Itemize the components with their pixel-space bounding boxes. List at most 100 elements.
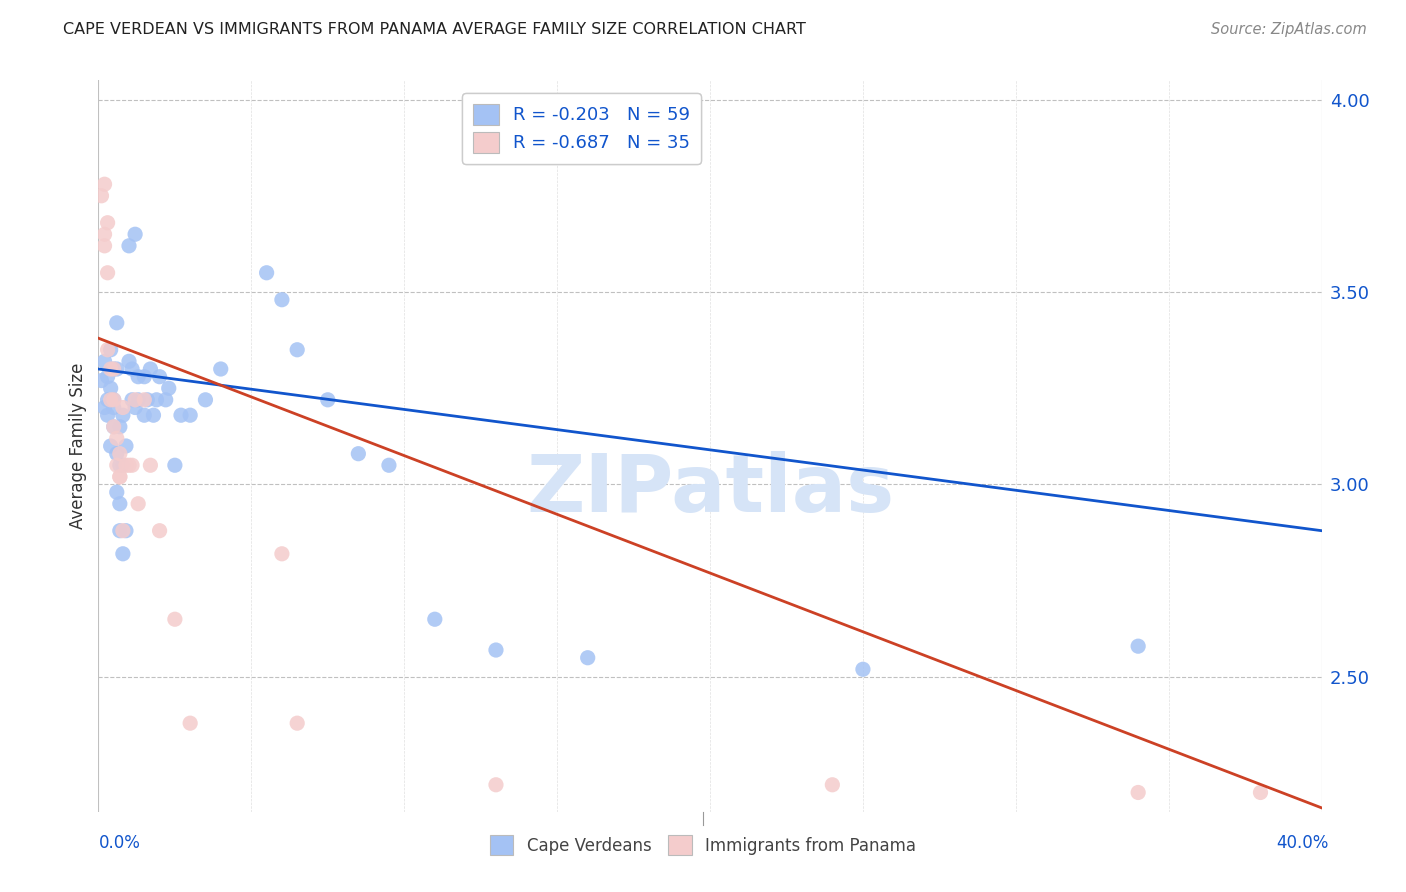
Text: 40.0%: 40.0%: [1277, 834, 1329, 852]
Point: [378, 458, 401, 473]
Point: [136, 392, 159, 407]
Point: [852, 662, 875, 676]
Point: [108, 497, 131, 511]
Point: [423, 612, 446, 626]
Point: [149, 524, 172, 538]
Point: [111, 458, 134, 473]
Point: [100, 392, 122, 407]
Point: [256, 266, 278, 280]
Point: [100, 439, 122, 453]
Point: [179, 716, 201, 731]
Point: [108, 470, 131, 484]
Point: [127, 392, 149, 407]
Point: [103, 362, 125, 376]
Point: [124, 392, 146, 407]
Point: [1249, 785, 1271, 799]
Point: [93, 401, 115, 415]
Point: [97, 369, 120, 384]
Point: [108, 447, 131, 461]
Point: [118, 458, 141, 473]
Point: [97, 266, 120, 280]
Point: [108, 524, 131, 538]
Point: [118, 354, 141, 368]
Point: [127, 497, 149, 511]
Point: [103, 419, 125, 434]
Point: [105, 485, 128, 500]
Point: [145, 392, 167, 407]
Point: [1128, 639, 1150, 653]
Point: [1128, 785, 1150, 799]
Point: [821, 778, 844, 792]
Legend: Cape Verdeans, Immigrants from Panama: Cape Verdeans, Immigrants from Panama: [484, 829, 922, 862]
Point: [103, 401, 125, 415]
Text: ZIPatlas: ZIPatlas: [526, 450, 894, 529]
Point: [100, 343, 122, 357]
Point: [97, 392, 120, 407]
Point: [111, 524, 134, 538]
Point: [100, 362, 122, 376]
Point: [179, 408, 201, 422]
Point: [111, 547, 134, 561]
Text: 0.0%: 0.0%: [98, 834, 141, 852]
Point: [134, 392, 156, 407]
Text: Source: ZipAtlas.com: Source: ZipAtlas.com: [1211, 22, 1367, 37]
Point: [285, 343, 308, 357]
Point: [97, 216, 120, 230]
Point: [100, 381, 122, 395]
Point: [108, 458, 131, 473]
Point: [93, 239, 115, 253]
Point: [576, 650, 599, 665]
Point: [111, 401, 134, 415]
Point: [270, 293, 292, 307]
Point: [139, 458, 162, 473]
Point: [115, 439, 138, 453]
Point: [139, 362, 162, 376]
Point: [149, 369, 172, 384]
Point: [115, 458, 138, 473]
Point: [105, 362, 128, 376]
Point: [347, 447, 370, 461]
Point: [170, 408, 193, 422]
Point: [105, 458, 128, 473]
Point: [124, 227, 146, 242]
Point: [103, 419, 125, 434]
Point: [118, 239, 141, 253]
Point: [142, 408, 165, 422]
Point: [157, 381, 180, 395]
Point: [108, 470, 131, 484]
Point: [134, 369, 156, 384]
Point: [121, 362, 143, 376]
Point: [111, 408, 134, 422]
Point: [155, 392, 177, 407]
Point: [90, 188, 112, 202]
Point: [103, 392, 125, 407]
Point: [316, 392, 339, 407]
Text: CAPE VERDEAN VS IMMIGRANTS FROM PANAMA AVERAGE FAMILY SIZE CORRELATION CHART: CAPE VERDEAN VS IMMIGRANTS FROM PANAMA A…: [63, 22, 806, 37]
Point: [124, 401, 146, 415]
Point: [209, 362, 232, 376]
Point: [270, 547, 292, 561]
Point: [90, 374, 112, 388]
Point: [93, 178, 115, 192]
Point: [485, 778, 508, 792]
Point: [105, 431, 128, 445]
Point: [194, 392, 217, 407]
Point: [103, 362, 125, 376]
Point: [97, 343, 120, 357]
Point: [163, 458, 186, 473]
Point: [115, 524, 138, 538]
Point: [285, 716, 308, 731]
Point: [105, 316, 128, 330]
Point: [134, 408, 156, 422]
Point: [93, 354, 115, 368]
Point: [121, 392, 143, 407]
Legend: R = -0.203   N = 59, R = -0.687   N = 35: R = -0.203 N = 59, R = -0.687 N = 35: [463, 93, 700, 163]
Point: [105, 447, 128, 461]
Point: [103, 392, 125, 407]
Point: [108, 419, 131, 434]
Point: [93, 227, 115, 242]
Point: [127, 369, 149, 384]
Point: [97, 408, 120, 422]
Point: [163, 612, 186, 626]
Y-axis label: Average Family Size: Average Family Size: [69, 363, 87, 529]
